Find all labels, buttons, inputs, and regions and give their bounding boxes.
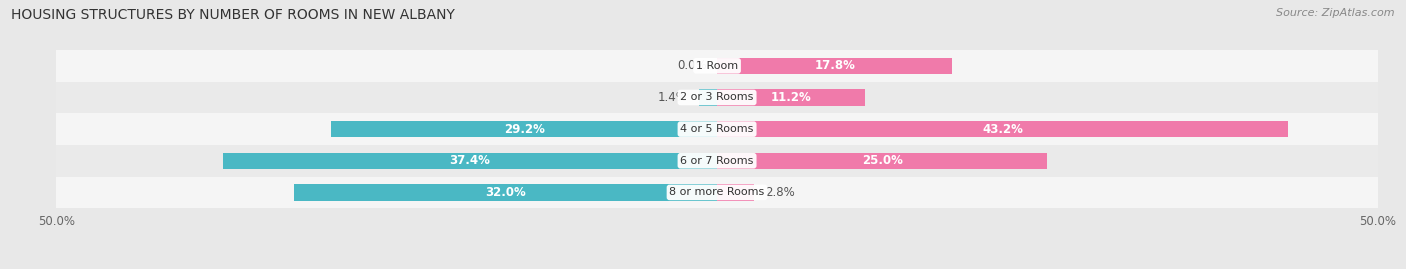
Text: 8 or more Rooms: 8 or more Rooms <box>669 187 765 197</box>
Bar <box>717 89 865 106</box>
Text: 29.2%: 29.2% <box>503 123 544 136</box>
Text: Source: ZipAtlas.com: Source: ZipAtlas.com <box>1277 8 1395 18</box>
Legend: Owner-occupied, Renter-occupied: Owner-occupied, Renter-occupied <box>586 266 848 269</box>
Bar <box>56 176 1378 208</box>
Text: 1.4%: 1.4% <box>658 91 688 104</box>
Bar <box>56 50 1378 82</box>
Text: 37.4%: 37.4% <box>450 154 491 167</box>
Text: 11.2%: 11.2% <box>770 91 811 104</box>
Bar <box>56 113 1378 145</box>
Text: 25.0%: 25.0% <box>862 154 903 167</box>
Text: 2 or 3 Rooms: 2 or 3 Rooms <box>681 93 754 102</box>
Bar <box>294 184 717 201</box>
Text: 2.8%: 2.8% <box>765 186 794 199</box>
Text: 6 or 7 Rooms: 6 or 7 Rooms <box>681 156 754 166</box>
Text: 1 Room: 1 Room <box>696 61 738 71</box>
Bar <box>56 82 1378 113</box>
Bar <box>717 121 1288 137</box>
Bar <box>332 121 717 137</box>
Bar <box>717 153 1047 169</box>
Text: 4 or 5 Rooms: 4 or 5 Rooms <box>681 124 754 134</box>
Bar <box>56 145 1378 176</box>
Text: 17.8%: 17.8% <box>814 59 855 72</box>
Bar <box>717 184 754 201</box>
Bar <box>717 58 952 74</box>
Text: 0.0%: 0.0% <box>676 59 706 72</box>
Bar <box>699 89 717 106</box>
Text: 32.0%: 32.0% <box>485 186 526 199</box>
Text: HOUSING STRUCTURES BY NUMBER OF ROOMS IN NEW ALBANY: HOUSING STRUCTURES BY NUMBER OF ROOMS IN… <box>11 8 456 22</box>
Text: 43.2%: 43.2% <box>983 123 1024 136</box>
Bar <box>222 153 717 169</box>
